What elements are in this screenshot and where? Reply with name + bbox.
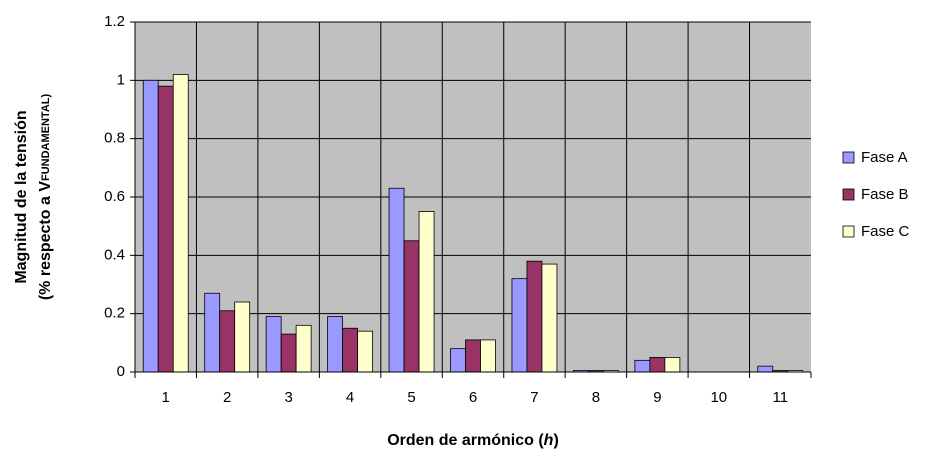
legend-swatch bbox=[842, 188, 855, 201]
bar bbox=[234, 301, 251, 373]
bar bbox=[418, 211, 435, 373]
bar bbox=[634, 359, 651, 373]
bar bbox=[204, 292, 221, 373]
bar bbox=[526, 260, 543, 373]
y-axis-label-sub: FUNDAMENTAL) bbox=[40, 94, 52, 182]
bar bbox=[172, 74, 189, 373]
x-tick-label: 7 bbox=[530, 389, 538, 406]
bar bbox=[157, 85, 174, 373]
y-tick-label: 0 bbox=[117, 363, 125, 380]
bar bbox=[480, 339, 496, 373]
bar bbox=[295, 324, 312, 373]
x-axis-label-end: ) bbox=[553, 432, 558, 449]
legend-label: Fase C bbox=[861, 223, 910, 240]
bar bbox=[280, 333, 297, 373]
bar bbox=[265, 316, 282, 373]
bar bbox=[327, 316, 343, 373]
bar bbox=[541, 263, 558, 373]
y-tick-label: 1 bbox=[117, 71, 125, 88]
x-tick-label: 5 bbox=[407, 389, 415, 406]
x-tick-label: 4 bbox=[346, 389, 354, 406]
bar bbox=[511, 278, 528, 373]
legend-swatch bbox=[842, 225, 855, 238]
bar bbox=[757, 365, 774, 373]
legend-swatch bbox=[842, 151, 855, 164]
legend-label: Fase A bbox=[861, 149, 908, 166]
y-axis-label-main: (% respecto a V bbox=[37, 181, 54, 300]
bar bbox=[403, 240, 420, 373]
x-tick-label: 1 bbox=[162, 389, 170, 406]
y-axis-label: Magnitud de la tensión bbox=[13, 110, 30, 283]
bar bbox=[219, 310, 236, 373]
x-tick-label: 11 bbox=[772, 389, 788, 406]
y-axis-label: (% respecto a VFUNDAMENTAL) bbox=[37, 94, 54, 301]
bar bbox=[357, 330, 373, 373]
y-tick-label: 0.8 bbox=[104, 130, 125, 147]
bar bbox=[465, 339, 481, 373]
bar bbox=[342, 327, 358, 373]
x-tick-label: 2 bbox=[223, 389, 231, 406]
y-tick-label: 0.2 bbox=[104, 305, 125, 322]
bar bbox=[664, 357, 681, 373]
bar bbox=[649, 357, 666, 373]
bar bbox=[142, 79, 159, 373]
x-tick-label: 6 bbox=[469, 389, 477, 406]
x-tick-label: 9 bbox=[653, 389, 661, 406]
bar bbox=[388, 187, 405, 373]
y-tick-label: 1.2 bbox=[104, 13, 125, 30]
x-axis-label-main: Orden de armónico ( bbox=[387, 432, 544, 449]
x-tick-label: 3 bbox=[284, 389, 292, 406]
x-tick-label: 8 bbox=[592, 389, 600, 406]
y-tick-label: 0.6 bbox=[104, 188, 125, 205]
x-axis-label: Orden de armónico (h) bbox=[387, 432, 559, 449]
legend-label: Fase B bbox=[861, 186, 909, 203]
x-tick-label: 10 bbox=[710, 389, 727, 406]
x-axis-label-italic: h bbox=[544, 432, 554, 449]
bar bbox=[450, 348, 466, 373]
y-tick-label: 0.4 bbox=[104, 246, 125, 263]
